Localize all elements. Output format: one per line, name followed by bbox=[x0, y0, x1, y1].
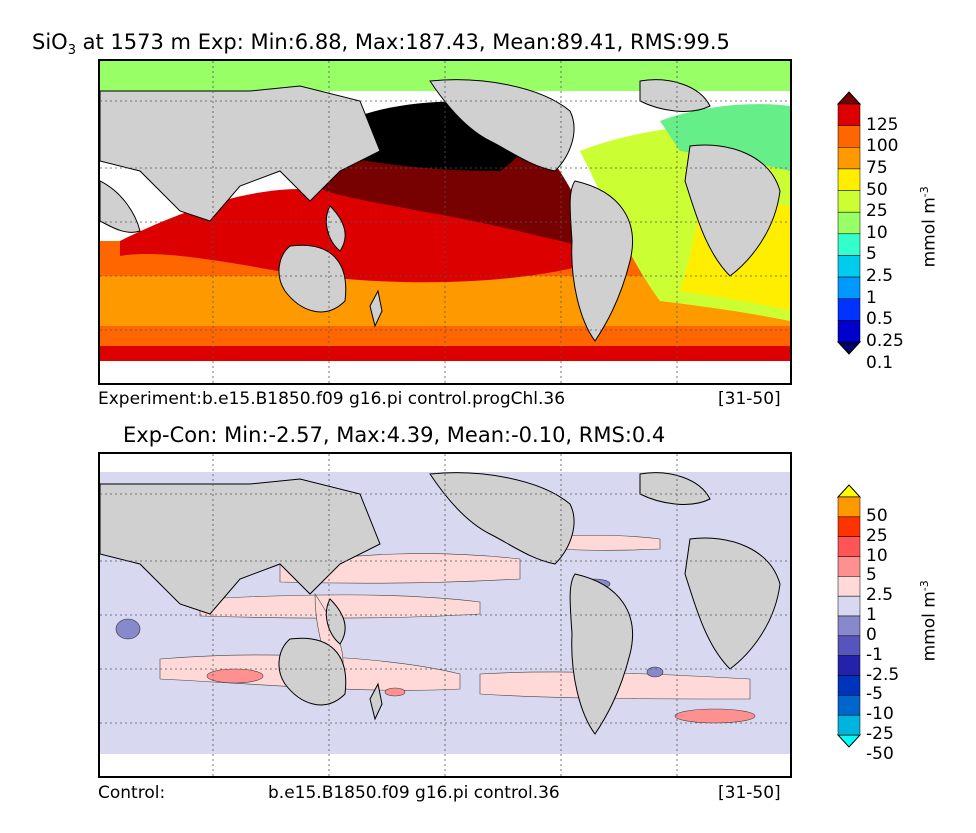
top-colorbar-swatch bbox=[837, 103, 861, 126]
bottom-caption-right: [31-50] bbox=[718, 783, 781, 803]
bottom-colorbar-extend-min bbox=[836, 734, 862, 748]
top-colorbar-swatch bbox=[837, 190, 861, 213]
bottom-map bbox=[98, 452, 792, 778]
top-colorbar-swatch bbox=[837, 147, 861, 170]
top-title-stats: at 1573 m Exp: Min:6.88, Max:187.43, Mea… bbox=[75, 30, 730, 54]
bottom-colorbar-tick-label: 5 bbox=[866, 565, 877, 586]
top-colorbar-tick-label: 5 bbox=[866, 244, 877, 265]
top-map bbox=[98, 59, 792, 385]
top-colorbar-swatch bbox=[837, 233, 861, 256]
bottom-colorbar-swatch bbox=[837, 695, 861, 716]
bottom-colorbar-tick-label: -50 bbox=[866, 743, 894, 764]
top-title-subscript: 3 bbox=[67, 43, 76, 59]
top-colorbar bbox=[836, 91, 862, 355]
top-colorbar-swatch bbox=[837, 276, 861, 299]
top-colorbar-svg bbox=[836, 91, 862, 355]
top-colorbar-swatch bbox=[837, 168, 861, 191]
top-colorbar-swatch bbox=[837, 255, 861, 278]
top-colorbar-swatch bbox=[837, 125, 861, 148]
north-america-land bbox=[429, 79, 575, 172]
bottom-colorbar-swatch bbox=[837, 635, 861, 656]
bottom-colorbar-swatch bbox=[837, 714, 861, 736]
sea-island-land bbox=[325, 205, 346, 252]
top-unit-sup: -3 bbox=[917, 186, 931, 198]
bottom-colorbar bbox=[836, 484, 862, 748]
positive-anomaly-regions bbox=[159, 534, 751, 700]
bottom-land bbox=[100, 472, 781, 735]
top-caption-right: [31-50] bbox=[718, 389, 781, 409]
eurasia-land bbox=[100, 85, 381, 222]
bottom-unit-label: mmol m-3 bbox=[918, 580, 940, 661]
bottom-colorbar-tick-label: 50 bbox=[866, 505, 888, 526]
top-colorbar-tick-label: 25 bbox=[866, 201, 888, 222]
top-map-svg bbox=[100, 61, 790, 383]
bottom-colorbar-tick-label: 10 bbox=[866, 545, 888, 566]
top-colorbar-extend-min bbox=[836, 341, 862, 355]
bottom-colorbar-tick-label: -2.5 bbox=[866, 664, 900, 685]
bottom-colorbar-swatch bbox=[837, 496, 861, 518]
bottom-colorbar-tick-label: -10 bbox=[866, 704, 894, 725]
bottom-caption-left: Control: bbox=[98, 783, 166, 803]
top-title-prefix: SiO bbox=[32, 30, 68, 54]
bottom-colorbar-tick-label: 25 bbox=[866, 525, 888, 546]
top-panel-title: SiO3 at 1573 m Exp: Min:6.88, Max:187.43… bbox=[32, 30, 730, 58]
bottom-panel-title: Exp-Con: Min:-2.57, Max:4.39, Mean:-0.10… bbox=[123, 423, 666, 447]
top-colorbar-swatch bbox=[837, 298, 861, 321]
strong-positive-regions bbox=[206, 668, 756, 724]
africa-land bbox=[684, 144, 781, 277]
bottom-colorbar-tick-label: -25 bbox=[866, 724, 894, 744]
bottom-colorbar-swatch bbox=[837, 516, 861, 537]
bottom-colorbar-tick-label: 1 bbox=[866, 605, 877, 625]
bottom-colorbar-swatch bbox=[837, 556, 861, 577]
new-zealand-land bbox=[369, 289, 383, 328]
bottom-colorbar-svg bbox=[836, 484, 862, 748]
bottom-colorbar-swatch bbox=[837, 655, 861, 676]
top-colorbar-tick-label: 125 bbox=[866, 114, 899, 135]
bottom-colorbar-swatch bbox=[837, 595, 861, 617]
bottom-unit-sup: -3 bbox=[917, 580, 931, 592]
top-colorbar-swatch bbox=[837, 320, 861, 343]
top-colorbar-tick-label: 10 bbox=[866, 222, 888, 243]
bottom-colorbar-tick-label: 0 bbox=[866, 624, 877, 645]
top-colorbar-tick-label: 2.5 bbox=[866, 266, 894, 287]
bottom-colorbar-swatch bbox=[837, 576, 861, 597]
top-colorbar-tick-label: 50 bbox=[866, 179, 888, 200]
bottom-map-svg bbox=[100, 454, 790, 776]
bottom-colorbar-swatch bbox=[837, 615, 861, 637]
top-colorbar-tick-label: 75 bbox=[866, 157, 888, 178]
greenland-land bbox=[639, 79, 711, 112]
top-unit-main: mmol m bbox=[919, 197, 940, 268]
bottom-unit-main: mmol m bbox=[919, 591, 940, 662]
bottom-colorbar-swatch bbox=[837, 675, 861, 696]
top-colorbar-tick-label: 0.25 bbox=[866, 331, 904, 351]
top-colorbar-extend-max bbox=[836, 91, 862, 105]
top-colorbar-tick-label: 0.5 bbox=[866, 309, 894, 330]
bottom-caption-mid: b.e15.B1850.f09 g16.pi control.36 bbox=[268, 783, 560, 803]
top-gridlines bbox=[100, 61, 790, 383]
bottom-colorbar-swatch bbox=[837, 536, 861, 557]
bottom-colorbar-tick-label: -1 bbox=[866, 644, 883, 665]
bottom-colorbar-tick-label: 2.5 bbox=[866, 585, 894, 606]
bottom-colorbar-tick-label: -5 bbox=[866, 684, 883, 705]
top-colorbar-tick-label: 0.1 bbox=[866, 352, 894, 373]
top-colorbar-swatch bbox=[837, 211, 861, 235]
top-colorbar-tick-label: 1 bbox=[866, 287, 877, 308]
top-caption-left: Experiment:b.e15.B1850.f09 g16.pi contro… bbox=[98, 389, 566, 409]
top-colorbar-tick-label: 100 bbox=[866, 136, 899, 157]
bottom-gridlines bbox=[100, 454, 790, 776]
south-america-land bbox=[569, 180, 634, 342]
west-africa-edge-land bbox=[100, 180, 141, 233]
top-unit-label: mmol m-3 bbox=[918, 186, 940, 267]
bottom-colorbar-extend-max bbox=[836, 484, 862, 498]
